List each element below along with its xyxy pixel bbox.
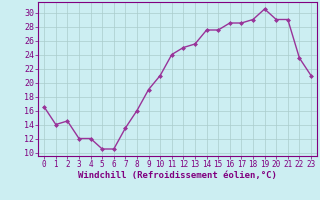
X-axis label: Windchill (Refroidissement éolien,°C): Windchill (Refroidissement éolien,°C) — [78, 171, 277, 180]
